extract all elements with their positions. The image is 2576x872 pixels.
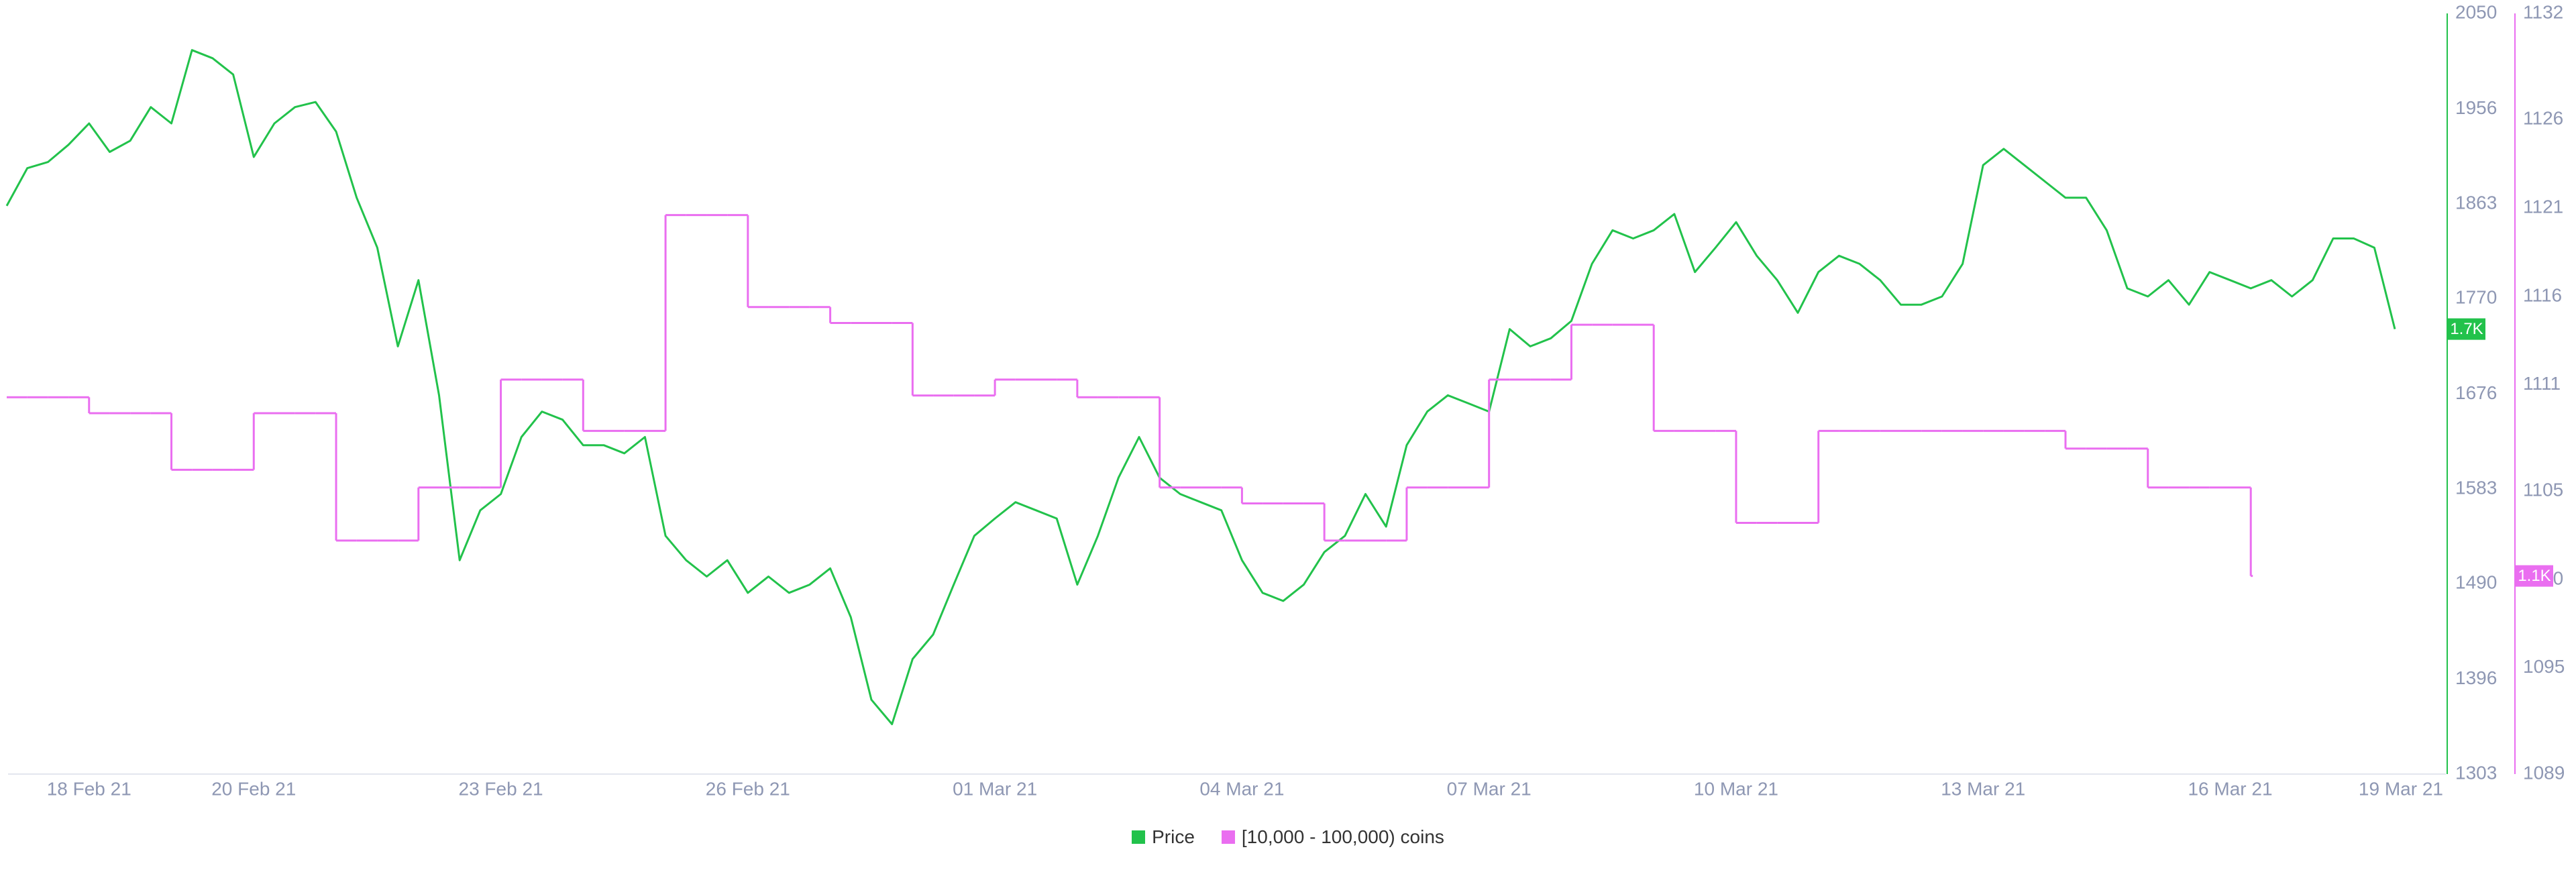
- y-tick-label: 1770: [2455, 286, 2497, 307]
- current-value-tag: [2516, 565, 2553, 587]
- y-tick-label: 1396: [2455, 667, 2497, 688]
- y-tick-label: 1490: [2455, 572, 2497, 593]
- x-tick-label: 10 Mar 21: [1694, 778, 1778, 799]
- legend-swatch: [1221, 830, 1235, 844]
- x-tick-label: 19 Mar 21: [2359, 778, 2443, 799]
- y2-tick-label: 1116: [2523, 284, 2562, 305]
- legend-item[interactable]: [10,000 - 100,000) coins: [1221, 826, 1444, 848]
- y2-tick-label: 1095: [2523, 656, 2565, 677]
- x-tick-label: 01 Mar 21: [953, 778, 1037, 799]
- y-tick-label: 1303: [2455, 762, 2497, 783]
- legend-label: [10,000 - 100,000) coins: [1241, 826, 1444, 847]
- y-tick-label: 1583: [2455, 477, 2497, 498]
- x-tick-label: 13 Mar 21: [1941, 778, 2025, 799]
- y-tick-label: 1863: [2455, 192, 2497, 213]
- x-tick-label: 23 Feb 21: [459, 778, 543, 799]
- legend-swatch: [1132, 830, 1146, 844]
- y-tick-label: 2050: [2455, 1, 2497, 22]
- legend: Price [10,000 - 100,000) coins: [0, 826, 2576, 848]
- y2-tick-label: 1105: [2523, 479, 2563, 500]
- y2-tick-label: 1132: [2523, 1, 2563, 22]
- chart: 18 Feb 21 20 Feb 21 23 Feb 21 26 Feb 21 01 M…: [5, 1, 2565, 799]
- x-tick-label: 16 Mar 21: [2188, 778, 2272, 799]
- x-tick-label: 07 Mar 21: [1447, 778, 1532, 799]
- legend-label: Price: [1152, 826, 1195, 847]
- y-tick-label: 1676: [2455, 382, 2497, 403]
- x-tick-label: 26 Feb 21: [706, 778, 790, 799]
- current-value-tag: [2448, 318, 2485, 340]
- current-value-label: 1.7K: [2450, 320, 2483, 338]
- y2-tick-label: 1089: [2523, 762, 2565, 783]
- legend-item[interactable]: Price: [1132, 826, 1195, 848]
- x-tick-label: 04 Mar 21: [1199, 778, 1284, 799]
- y2-tick-label: 1111: [2523, 373, 2561, 394]
- x-tick-label: 20 Feb 21: [211, 778, 296, 799]
- x-tick-label: 18 Feb 21: [47, 778, 131, 799]
- price-line: [5, 49, 2396, 726]
- y2-tick-label: 1126: [2523, 108, 2563, 129]
- current-value-label: 1.1K: [2518, 567, 2551, 585]
- y2-tick-label: 1121: [2523, 196, 2563, 217]
- y-tick-label: 1956: [2455, 97, 2497, 118]
